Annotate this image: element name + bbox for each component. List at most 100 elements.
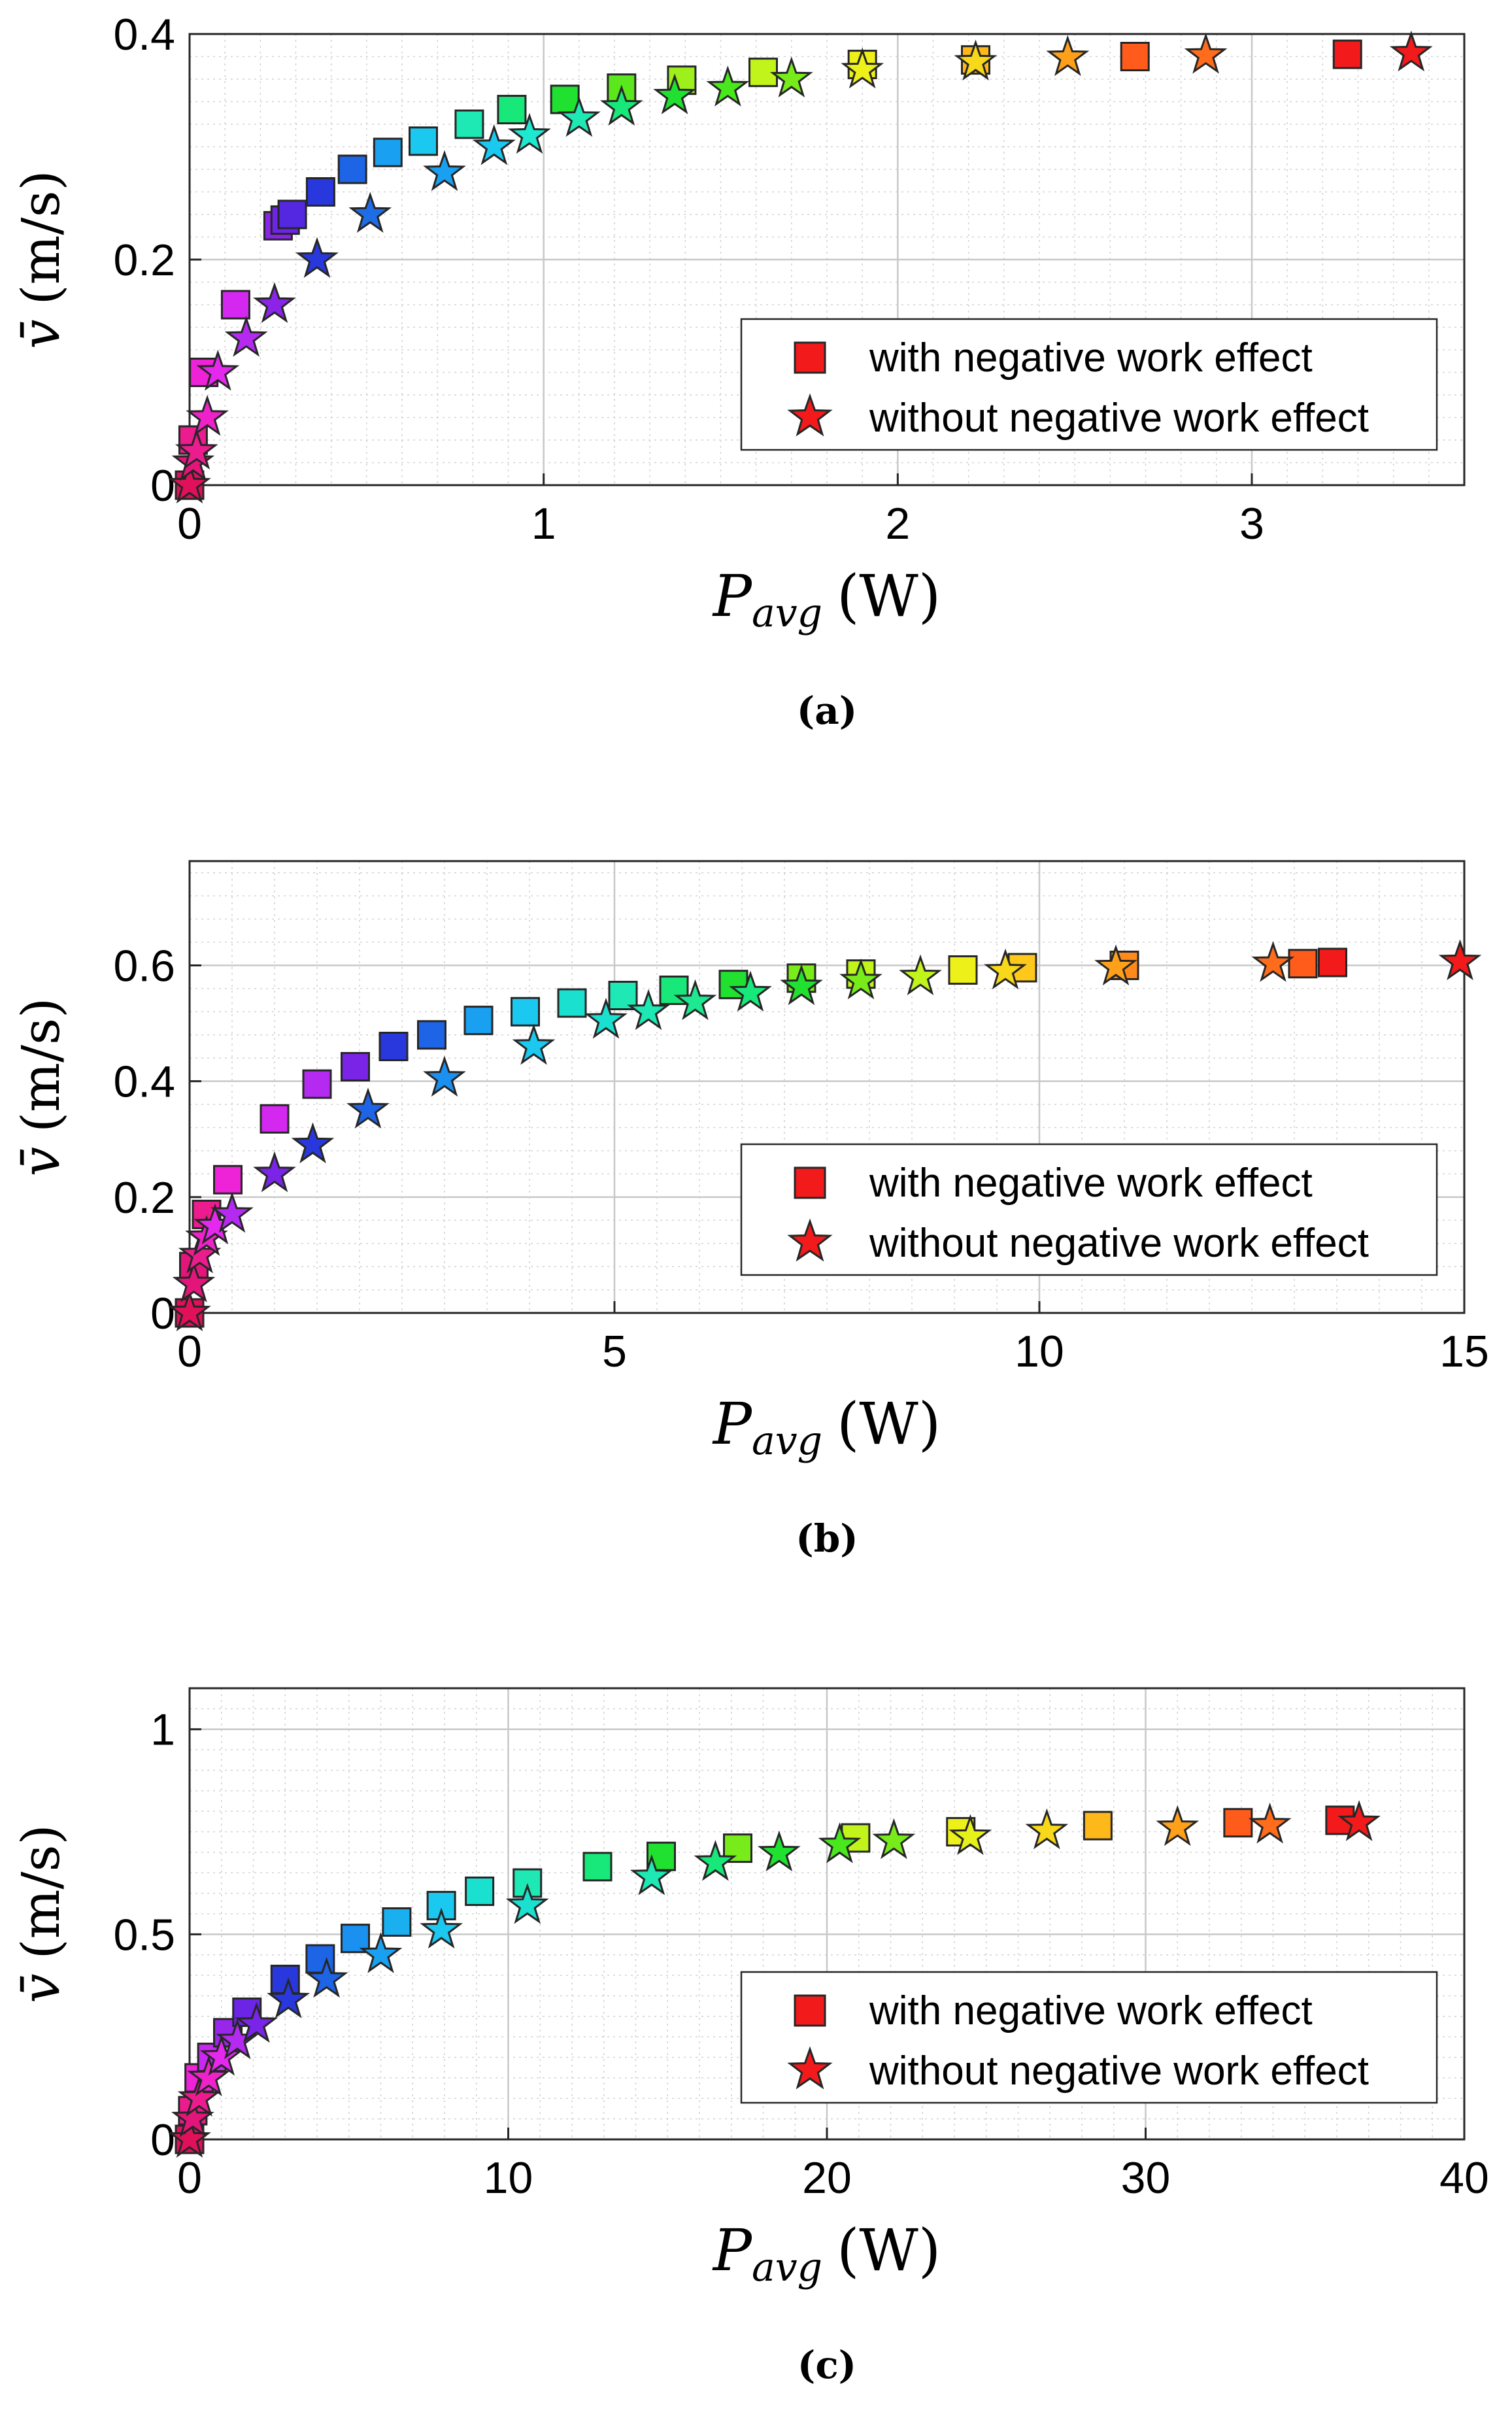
x-tick-label: 2 — [885, 499, 910, 549]
x-label-symbol: P — [712, 2217, 753, 2284]
data-point-square — [337, 154, 367, 184]
data-point-square — [497, 95, 527, 125]
data-point-star — [757, 1830, 801, 1872]
data-point-star — [186, 394, 229, 436]
data-point-star — [420, 1907, 463, 1949]
y-label-unit: (m/s) — [10, 170, 71, 305]
x-label-unit: (W) — [837, 1390, 941, 1457]
y-tick-label: 0.5 — [113, 1910, 175, 1960]
legend-a: with negative work effect without negati… — [740, 318, 1438, 451]
data-point-star — [210, 1191, 254, 1233]
legend-c: with negative work effect without negati… — [740, 1971, 1438, 2104]
markers-c — [168, 1800, 1381, 2158]
data-point-star — [512, 1023, 556, 1065]
data-point-star — [1184, 33, 1228, 74]
data-point-square — [409, 126, 438, 156]
data-point-star — [253, 282, 296, 324]
ticks-a: 0 1 2 3 0 0.2 0.4 — [113, 10, 1264, 549]
data-point-star — [177, 2075, 221, 2117]
legend-square-icon — [794, 1994, 826, 2027]
y-label-unit: (m/s) — [10, 998, 71, 1132]
x-tick-label: 1 — [531, 499, 556, 549]
x-tick-label: 20 — [802, 2153, 852, 2203]
data-point-square — [213, 1164, 243, 1195]
data-point-star — [872, 1818, 916, 1860]
data-point-square — [948, 955, 978, 985]
x-label-unit: (W) — [837, 562, 941, 630]
data-point-star — [1094, 944, 1137, 986]
data-point-square — [417, 1020, 446, 1050]
data-point-star — [1025, 1808, 1069, 1850]
data-point-star — [949, 1814, 992, 1855]
data-point-square — [1288, 949, 1318, 979]
axes-box-b — [188, 860, 1466, 1314]
data-point-star — [168, 1290, 211, 1332]
data-point-star — [267, 1977, 311, 2018]
data-point-square — [1083, 1810, 1113, 1841]
data-point-star — [172, 1261, 216, 1302]
data-point-square — [378, 1031, 409, 1061]
ticks-c: 0 10 20 30 40 0 0.5 1 — [113, 1705, 1488, 2203]
data-point-star — [196, 349, 240, 391]
data-point-star — [295, 237, 339, 279]
legend-label-with: with negative work effect — [869, 1988, 1313, 2033]
legend-square-marker-c — [794, 1994, 826, 2027]
data-point-star — [706, 65, 750, 107]
ticks-b: 0 5 10 15 0 0.2 0.4 0.6 — [113, 941, 1488, 1376]
panel-label-c: (c) — [798, 2343, 856, 2387]
legend-square-icon — [794, 341, 826, 374]
legend-square-marker-b — [794, 1166, 826, 1199]
data-point-square — [305, 177, 335, 207]
data-point-star — [253, 1151, 296, 1193]
y-tick-label: 0 — [150, 2115, 175, 2165]
data-point-square — [454, 109, 484, 139]
data-point-square — [220, 290, 250, 320]
x-label-unit: (W) — [837, 2217, 941, 2284]
legend-b: with negative work effect without negati… — [740, 1143, 1438, 1276]
x-label-subscript: avg — [752, 2245, 822, 2290]
data-point-star — [175, 428, 218, 470]
legend-box-c — [740, 1971, 1438, 2104]
data-point-square — [1332, 39, 1362, 69]
data-point-star — [694, 1840, 737, 1881]
data-point-star — [187, 2055, 231, 2096]
data-point-star — [348, 192, 392, 233]
data-point-star — [291, 1122, 335, 1164]
legend-star-marker-b — [787, 1218, 833, 1262]
x-tick-label: 5 — [602, 1327, 627, 1376]
legend-label-without: without negative work effect — [869, 2048, 1369, 2094]
y-tick-label: 0.4 — [113, 10, 175, 60]
data-point-square — [277, 199, 307, 230]
data-point-square — [550, 84, 580, 114]
data-point-star — [423, 1055, 466, 1097]
y-tick-label: 1 — [150, 1705, 175, 1755]
y-label-unit: (m/s) — [10, 1824, 71, 1959]
x-tick-label: 0 — [177, 2153, 202, 2203]
data-point-star — [171, 2096, 214, 2137]
x-tick-label: 0 — [177, 499, 202, 549]
data-point-star — [630, 1854, 673, 1896]
panel-label-a: (a) — [797, 688, 857, 733]
legend-square-marker-a — [794, 341, 826, 374]
data-point-star — [472, 124, 516, 165]
data-point-star — [557, 95, 601, 137]
x-tick-label: 15 — [1439, 1327, 1489, 1376]
x-label-symbol: P — [712, 562, 753, 630]
data-point-square — [341, 1924, 370, 1954]
legend-label-without: without negative work effect — [869, 396, 1369, 441]
data-point-star — [1337, 1800, 1381, 1841]
data-point-square — [260, 1104, 290, 1134]
data-point-star — [780, 964, 823, 1006]
data-point-star — [599, 84, 643, 126]
y-axis-label-b: v̄ (m/s) — [10, 998, 71, 1177]
x-label-subscript: avg — [752, 590, 822, 636]
x-axis-label-b: Pavg (W) — [712, 1390, 941, 1464]
data-point-star — [1438, 939, 1482, 981]
data-point-square — [582, 1852, 613, 1882]
y-label-symbol: v̄ — [10, 1974, 71, 2003]
data-point-square — [1120, 42, 1150, 71]
legend-label-with: with negative work effect — [869, 1161, 1313, 1206]
data-point-star — [899, 954, 942, 996]
x-tick-label: 30 — [1121, 2153, 1171, 2203]
